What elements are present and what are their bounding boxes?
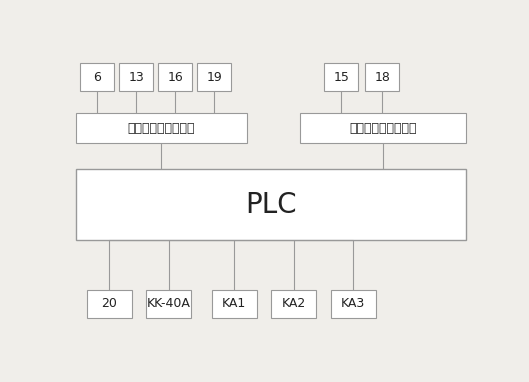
Bar	[271, 290, 316, 318]
Bar	[120, 63, 153, 91]
Bar	[80, 63, 114, 91]
Text: 15: 15	[333, 71, 349, 84]
Bar	[146, 290, 191, 318]
Text: 20: 20	[101, 298, 117, 311]
Text: KA2: KA2	[281, 298, 306, 311]
Text: PLC: PLC	[245, 191, 297, 219]
Text: KA3: KA3	[341, 298, 365, 311]
Bar	[331, 290, 376, 318]
Text: 13: 13	[129, 71, 144, 84]
Text: 6: 6	[93, 71, 101, 84]
Bar	[76, 113, 247, 143]
Bar	[324, 63, 358, 91]
Bar	[197, 63, 231, 91]
Bar	[212, 290, 257, 318]
Bar	[158, 63, 192, 91]
Text: 18: 18	[375, 71, 390, 84]
Text: KK-40A: KK-40A	[147, 298, 190, 311]
Text: 19: 19	[206, 71, 222, 84]
Bar	[76, 169, 466, 240]
Text: 液位模拟量输入模块: 液位模拟量输入模块	[127, 122, 195, 135]
Bar	[87, 290, 132, 318]
Text: 温度模拟量输入模块: 温度模拟量输入模块	[349, 122, 416, 135]
Text: KA1: KA1	[222, 298, 247, 311]
Text: 16: 16	[167, 71, 183, 84]
Bar	[366, 63, 399, 91]
Bar	[300, 113, 466, 143]
